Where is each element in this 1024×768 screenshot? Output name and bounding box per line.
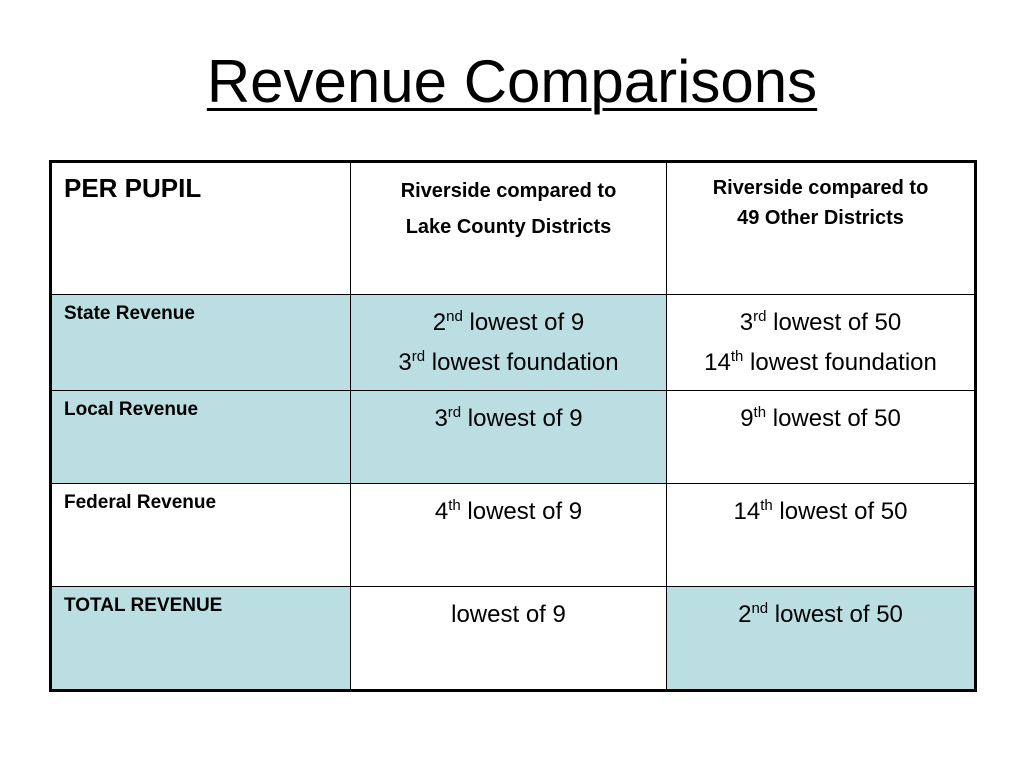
row-label-cell: TOTAL REVENUE — [50, 586, 351, 691]
row-label-state-revenue: State Revenue — [64, 303, 195, 324]
value-line: 3rd lowest of 9 — [434, 404, 583, 432]
column-heading-lake-county-line1: Riverside compared to — [400, 180, 617, 202]
table-row-federal-revenue: Federal Revenue 4th lowest of 9 14th low… — [50, 483, 976, 587]
value-line: 14th lowest of 50 — [733, 497, 908, 525]
value-line: 4th lowest of 9 — [434, 497, 583, 525]
value-line: 2nd lowest of 50 — [738, 600, 903, 628]
column-heading-other-districts-line1: Riverside compared to — [712, 177, 929, 199]
column-heading-lake-county-line2: Lake County Districts — [405, 216, 612, 238]
table-row-total-revenue: TOTAL REVENUE lowest of 9 2nd lowest of … — [50, 586, 976, 691]
per-pupil-heading: PER PUPIL — [64, 173, 202, 203]
value-cell-other-districts: 14th lowest of 50 — [666, 483, 976, 587]
value-cell-lake-county: 2nd lowest of 9 3rd lowest foundation — [350, 294, 667, 391]
table-row-state-revenue: State Revenue 2nd lowest of 9 3rd lowest… — [50, 294, 976, 391]
value-line: lowest of 9 — [451, 601, 566, 628]
header-cell-label: PER PUPIL — [50, 161, 351, 295]
row-label-local-revenue: Local Revenue — [64, 399, 199, 420]
value-line: 2nd lowest of 9 — [432, 308, 585, 336]
table-header-row: PER PUPIL Riverside compared to Lake Cou… — [50, 161, 976, 295]
value-line: 3rd lowest of 50 — [739, 308, 902, 336]
row-label-cell: Local Revenue — [50, 390, 351, 484]
row-label-cell: Federal Revenue — [50, 483, 351, 587]
value-cell-other-districts: 3rd lowest of 50 14th lowest foundation — [666, 294, 976, 391]
revenue-table: PER PUPIL Riverside compared to Lake Cou… — [49, 160, 977, 692]
value-cell-lake-county: lowest of 9 — [350, 586, 667, 691]
table-row-local-revenue: Local Revenue 3rd lowest of 9 9th lowest… — [50, 390, 976, 484]
value-cell-other-districts: 2nd lowest of 50 — [666, 586, 976, 691]
value-line: 14th lowest foundation — [704, 348, 937, 376]
value-cell-other-districts: 9th lowest of 50 — [666, 390, 976, 484]
slide-title: Revenue Comparisons — [206, 48, 818, 115]
header-cell-lake-county: Riverside compared to Lake County Distri… — [350, 161, 667, 295]
column-heading-other-districts-line2: 49 Other Districts — [737, 207, 904, 229]
row-label-federal-revenue: Federal Revenue — [64, 492, 217, 513]
value-cell-lake-county: 3rd lowest of 9 — [350, 390, 667, 484]
header-cell-other-districts: Riverside compared to 49 Other Districts — [666, 161, 976, 295]
value-cell-lake-county: 4th lowest of 9 — [350, 483, 667, 587]
value-line: 3rd lowest foundation — [398, 348, 619, 376]
row-label-cell: State Revenue — [50, 294, 351, 391]
value-line: 9th lowest of 50 — [740, 404, 901, 432]
row-label-total-revenue: TOTAL REVENUE — [64, 595, 223, 616]
